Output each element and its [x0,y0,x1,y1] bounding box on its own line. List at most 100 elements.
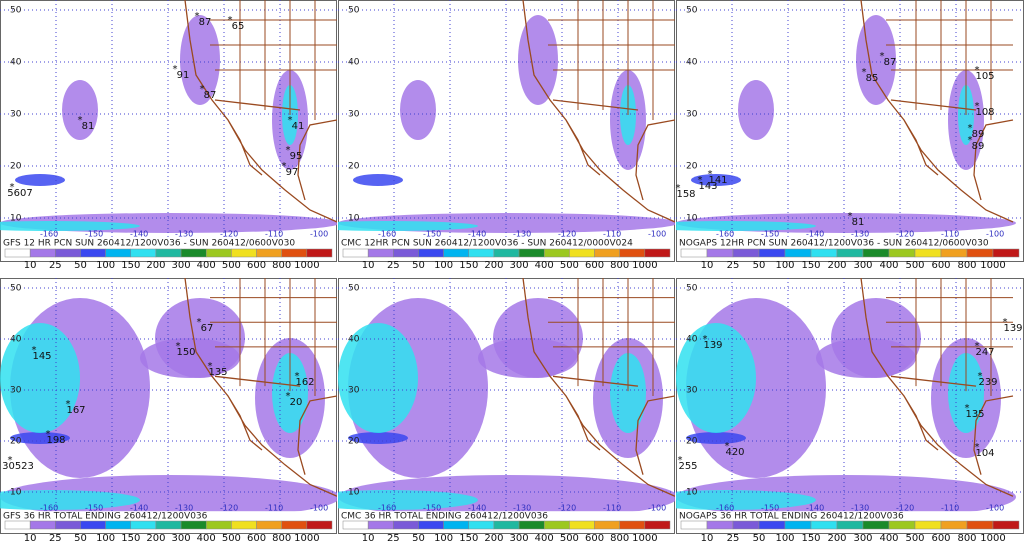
colorbar-swatch [443,520,470,530]
precip-area [610,353,646,433]
colorbar-label: 10 [24,260,37,271]
colorbar-swatch [105,248,132,258]
colorbar-label: 600 [931,260,950,271]
colorbar-label: 150 [121,260,140,271]
colorbar-swatch [619,248,646,258]
colorbar-label: 25 [387,533,400,544]
panel-caption: GFS 12 HR PCN SUN 260412/1200V036 - SUN … [3,239,295,249]
max-value-label: 255 [678,461,697,472]
max-value-label: 81 [852,217,865,228]
colorbar-swatch [443,248,470,258]
map [676,278,1024,512]
colorbar-label: 100 [434,533,453,544]
colorbar-label: 400 [535,260,554,271]
colorbar-label: 500 [905,533,924,544]
colorbar-swatch [732,248,760,258]
precip-area [676,221,816,231]
colorbar-label: 800 [272,533,291,544]
latitude-label: 10 [10,214,22,224]
max-marker-star: * [698,175,703,186]
colorbar-swatch [914,248,942,258]
colorbar-label: 150 [459,533,478,544]
latitude-label: 40 [686,58,698,68]
longitude-label: -130 [175,504,193,513]
latitude-label: 50 [686,284,698,294]
max-value-label: 85 [866,73,879,84]
caption-bg [339,511,674,521]
max-value-label: 135 [208,367,227,378]
colorbar-label: 400 [879,533,898,544]
colorbar-label: 100 [775,260,794,271]
max-value-label: 20 [290,397,303,408]
latitude-label: 20 [686,162,698,172]
longitude-label: -110 [265,504,283,513]
colorbar-swatch [418,248,444,258]
latitude-label: 30 [10,110,22,120]
state-borders [210,278,337,396]
colorbar-swatch [231,248,257,258]
max-value-label: 81 [82,121,95,132]
longitude-label: -130 [851,504,869,513]
colorbar-swatch [155,248,182,258]
colorbar-swatch [29,520,56,530]
max-marker-star: * [295,371,300,382]
colorbar-swatch [180,520,207,530]
latitude-label: 20 [348,162,360,172]
state-borders [886,0,1013,120]
colorbar-label: 25 [727,260,740,271]
max-marker-star: * [46,429,51,440]
latitude-label: 30 [348,110,360,120]
max-marker-star: * [968,123,973,134]
colorbar-label: 1000 [632,533,657,544]
max-value-label: 41 [292,121,305,132]
max-value-label: 89 [972,141,985,152]
colorbar-label: 1000 [632,260,657,271]
max-marker-star: * [173,64,178,75]
precip-area [738,80,774,140]
longitude-label: -140 [130,504,148,513]
coastline [860,278,1014,497]
colorbar-label: 50 [753,533,766,544]
longitude-label: -140 [806,504,824,513]
colorbar-label: 500 [560,260,579,271]
colorbar-label: 1000 [294,260,319,271]
colorbar-swatch [680,520,708,530]
colorbar-swatch [518,248,545,258]
max-marker-star: * [975,442,980,453]
longitude-label: -120 [896,504,914,513]
colorbar-swatch [256,520,282,530]
colorbar-swatch [205,520,232,530]
colorbar-swatch [306,248,333,258]
panel-caption: NOGAPS 36 HR TOTAL ENDING 260412/1200V03… [679,512,904,522]
precip-area [338,490,478,510]
colorbar-label: 100 [96,533,115,544]
max-value-label: 158 [676,189,695,200]
colorbar-label: 100 [96,260,115,271]
max-marker-star: * [286,145,291,156]
precip-area [0,323,80,433]
colorbar-swatch [493,248,520,258]
colorbar-swatch [966,520,994,530]
max-value-label: 87 [204,90,217,101]
colorbar-swatch [862,248,890,258]
precip-area [0,490,140,510]
max-marker-star: * [725,441,730,452]
max-marker-star: * [703,334,708,345]
latitude-label: 50 [10,284,22,294]
colorbar-swatch [468,520,495,530]
longitude-label: -140 [468,230,486,239]
colorbar-swatch [644,520,671,530]
max-value-label: 143 [698,181,717,192]
colorbar-label: 400 [879,260,898,271]
colorbar-label: 600 [931,533,950,544]
longitude-label: -120 [220,230,238,239]
colorbar-label: 10 [362,260,375,271]
colorbar-label: 500 [222,260,241,271]
colorbar-label: 600 [585,260,604,271]
colorbar-swatch [543,248,570,258]
colorbar-label: 150 [801,533,820,544]
colorbar-label: 10 [24,533,37,544]
map [0,0,337,238]
